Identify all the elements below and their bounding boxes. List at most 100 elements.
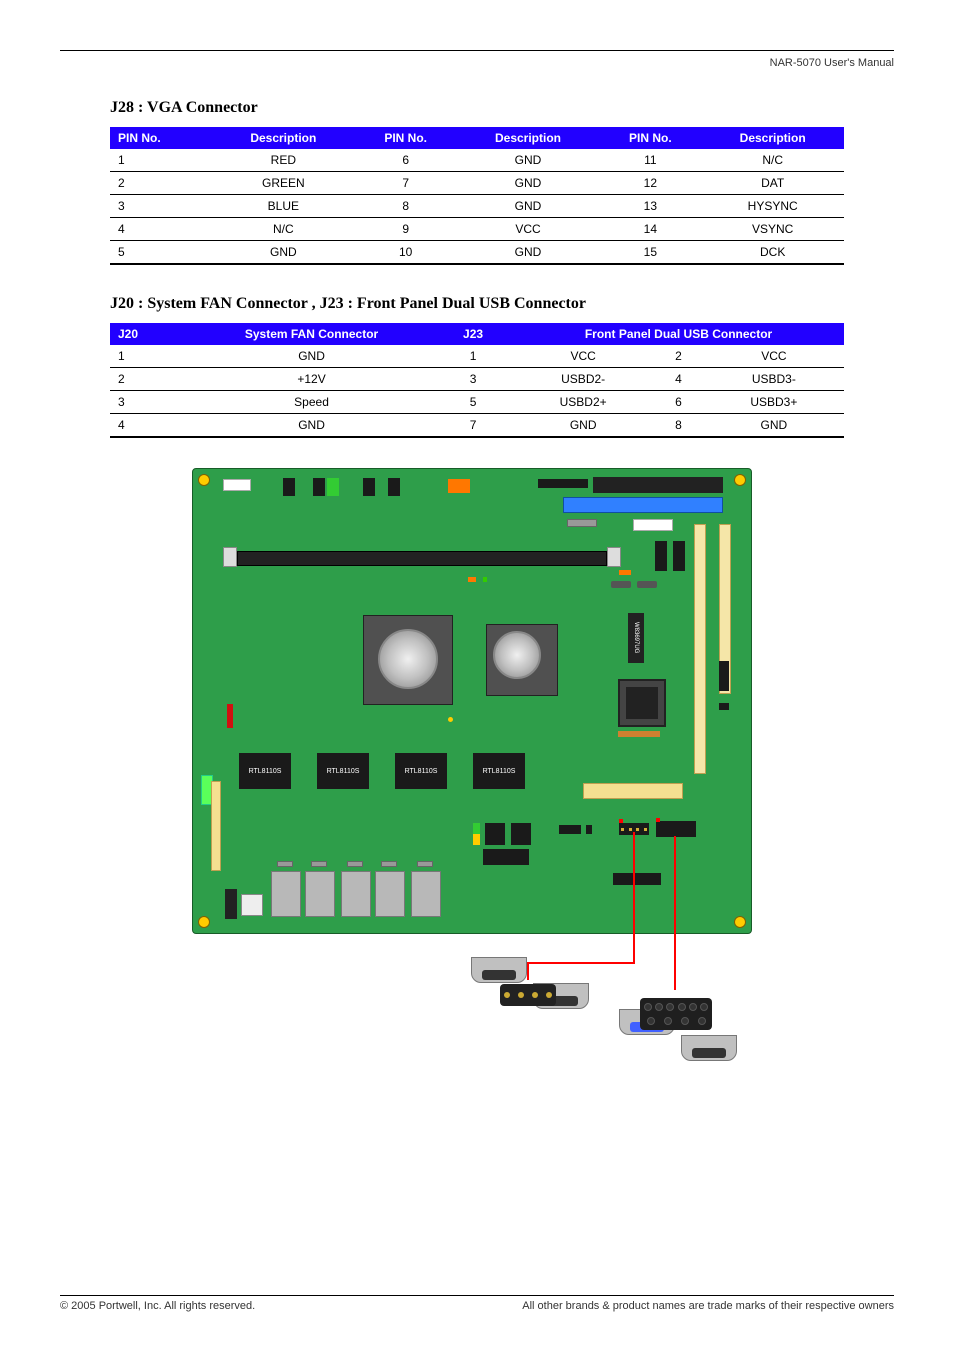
- small-orange: [619, 570, 631, 575]
- table-header-row: PIN No. Description PIN No. Description …: [110, 127, 844, 149]
- pin-header: [363, 478, 375, 496]
- col-pin1: PIN No.: [110, 127, 212, 149]
- sata-conn: [611, 581, 631, 588]
- lan-chip: RTL8110S: [239, 753, 291, 789]
- table-row: 5GND10GND15DCK: [110, 241, 844, 265]
- cream-slot-left: [211, 781, 221, 871]
- serial-port: [681, 1035, 737, 1061]
- lan-chip: RTL8110S: [473, 753, 525, 789]
- pin-dot: [681, 1017, 689, 1025]
- tab: [381, 861, 397, 867]
- table-row: 1RED6GND11N/C: [110, 149, 844, 172]
- atx-4pin: [241, 894, 263, 916]
- pin-header-v: [719, 703, 729, 710]
- pin-dot: [698, 1017, 706, 1025]
- board-diagram: W83697UG RTL8110S RTL8110S RTL8110S RTL8…: [192, 468, 762, 958]
- red-pins: [227, 704, 233, 728]
- fan-usb-table: J20 System FAN Connector J23 Front Panel…: [110, 323, 844, 438]
- j23-usb-header: [656, 821, 696, 837]
- callout-line: [527, 962, 635, 964]
- pin1-marker: [619, 819, 623, 823]
- pin-header: [559, 825, 581, 834]
- pin-header: [388, 478, 400, 496]
- pin-header-long: [538, 479, 588, 488]
- pin-dot: [647, 1017, 655, 1025]
- pin-dot: [644, 1003, 652, 1011]
- serial-port: [471, 957, 527, 983]
- pin-dot: [532, 992, 538, 998]
- ide-header-black: [593, 477, 723, 493]
- pin-header: [485, 823, 505, 845]
- pin-header-green: [327, 478, 339, 496]
- ide-header-blue: [563, 497, 723, 513]
- pin-header: [586, 825, 592, 834]
- pin-dot: [664, 1017, 672, 1025]
- rj45-port: [271, 871, 301, 917]
- col-desc3: Description: [701, 127, 844, 149]
- j20-callout-icon: [500, 984, 556, 1006]
- pin: [629, 828, 632, 831]
- footer-right: All other brands & product names are tra…: [522, 1300, 894, 1312]
- table-row: 4N/C9VCC14VSYNC: [110, 218, 844, 241]
- callout-line: [674, 836, 676, 990]
- power-jack: [225, 889, 237, 919]
- heatsink-icon: [378, 629, 438, 689]
- pin-dot: [504, 992, 510, 998]
- pin: [621, 828, 624, 831]
- header-small: [223, 479, 251, 491]
- led-pins: [473, 823, 480, 845]
- pin-dot: [655, 1003, 663, 1011]
- pin-header: [613, 873, 661, 885]
- header-title: NAR-5070 User's Manual: [60, 57, 894, 69]
- rj45-port: [411, 871, 441, 917]
- bios-plcc-socket: [618, 679, 666, 727]
- lan-chip: RTL8110S: [395, 753, 447, 789]
- jumper-orange: [468, 577, 476, 582]
- section1-title: J28 : VGA Connector: [110, 99, 844, 117]
- table-row: 3Speed5USBD2+6USBD3+: [110, 391, 844, 414]
- section2-title: J20 : System FAN Connector , J23 : Front…: [110, 295, 844, 313]
- pin-header-v: [719, 661, 729, 691]
- rj45-port: [305, 871, 335, 917]
- col-j23: J23: [433, 323, 513, 345]
- pin-header-v: [655, 541, 667, 571]
- pin: [636, 828, 639, 831]
- table-row: 1GND1VCC2VCC: [110, 345, 844, 368]
- rj45-port: [375, 871, 405, 917]
- col-j20-desc: System FAN Connector: [190, 323, 433, 345]
- callout-line: [633, 832, 635, 964]
- pin-dot: [700, 1003, 708, 1011]
- col-desc2: Description: [457, 127, 600, 149]
- orange-header: [448, 479, 470, 493]
- pin-header: [313, 478, 325, 496]
- superio-chip: W83697UG: [628, 613, 644, 663]
- col-pin2: PIN No.: [355, 127, 457, 149]
- col-j20: J20: [110, 323, 190, 345]
- table-row: 4GND7GND8GND: [110, 414, 844, 438]
- vga-connector-table: PIN No. Description PIN No. Description …: [110, 127, 844, 265]
- callout-line: [527, 962, 529, 980]
- small-conn: [567, 519, 597, 527]
- pin: [644, 828, 647, 831]
- pin-dot: [518, 992, 524, 998]
- dimm-clip: [607, 547, 621, 567]
- pcb-outline: W83697UG RTL8110S RTL8110S RTL8110S RTL8…: [192, 468, 752, 934]
- pin-dot: [689, 1003, 697, 1011]
- header-rule: [60, 50, 894, 51]
- col-desc1: Description: [212, 127, 355, 149]
- pin-header: [283, 478, 295, 496]
- pin-header-v: [673, 541, 685, 571]
- pin-header: [483, 849, 529, 865]
- tab: [417, 861, 433, 867]
- pin-dot: [546, 992, 552, 998]
- tab: [277, 861, 293, 867]
- table-row: 2GREEN7GND12DAT: [110, 172, 844, 195]
- mounting-hole: [198, 916, 210, 928]
- jumper-green: [483, 577, 487, 582]
- small-white-conn: [633, 519, 673, 531]
- pin-header: [511, 823, 531, 845]
- dimm-slot: [237, 551, 607, 566]
- sata-conn: [637, 581, 657, 588]
- expansion-slot: [694, 524, 706, 774]
- mounting-hole: [198, 474, 210, 486]
